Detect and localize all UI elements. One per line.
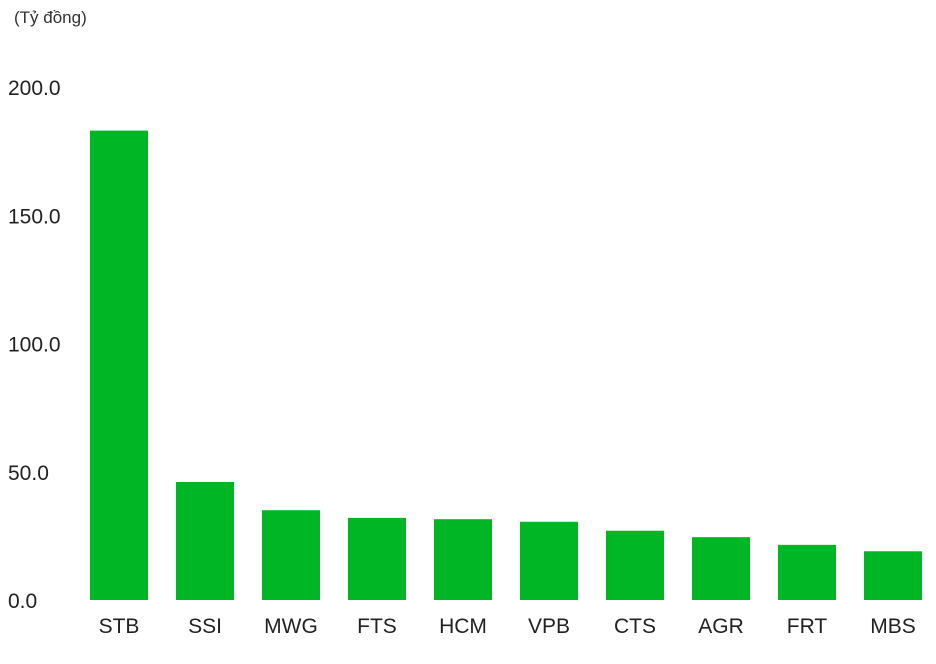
y-tick-label: 200.0: [8, 77, 61, 100]
x-tick-label: CTS: [614, 615, 656, 638]
y-tick-label: 150.0: [8, 205, 61, 228]
x-tick-label: SSI: [188, 615, 222, 638]
x-tick-label: FTS: [357, 615, 397, 638]
bar-agr: [692, 537, 750, 600]
x-tick-label: AGR: [698, 615, 744, 638]
x-tick-label: FRT: [787, 615, 828, 638]
x-tick-label: VPB: [528, 615, 570, 638]
bar-cts: [606, 530, 664, 600]
bar-mwg: [262, 510, 320, 600]
y-tick-label: 100.0: [8, 334, 61, 357]
bars: [90, 130, 922, 601]
unit-label: (Tỷ đồng): [14, 8, 87, 27]
x-tick-label: HCM: [439, 615, 487, 638]
bar-stb: [90, 130, 148, 601]
bar-mbs: [864, 551, 922, 600]
y-tick-label: 50.0: [8, 462, 49, 485]
bar-vpb: [520, 521, 578, 600]
x-tick-label: STB: [99, 615, 140, 638]
x-tick-label: MBS: [870, 615, 916, 638]
bar-ssi: [176, 482, 234, 600]
y-axis-ticks: 0.0 50.0 100.0 150.0 200.0: [8, 77, 61, 613]
y-tick-label: 0.0: [8, 590, 37, 613]
bar-hcm: [434, 519, 492, 600]
bar-fts: [348, 517, 406, 600]
bar-frt: [778, 544, 836, 600]
x-tick-label: MWG: [264, 615, 318, 638]
x-axis-labels: STB SSI MWG FTS HCM VPB CTS AGR FRT MBS: [99, 615, 916, 638]
